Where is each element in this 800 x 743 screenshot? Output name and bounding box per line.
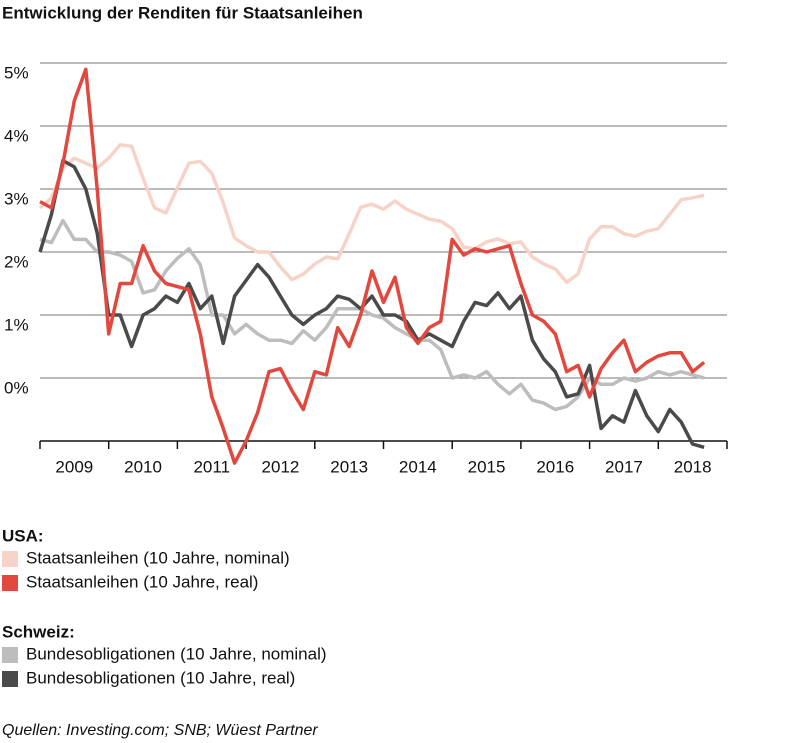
- x-tick-label: 2017: [605, 457, 643, 476]
- x-tick-label: 2011: [193, 457, 230, 476]
- legend-title: Schweiz:: [2, 622, 75, 641]
- series-line: [39, 67, 706, 465]
- x-tick-label: 2009: [55, 457, 93, 476]
- x-tick-label: 2016: [536, 457, 574, 476]
- x-tick-label: 2013: [330, 457, 368, 476]
- x-tick-label: 2012: [262, 457, 300, 476]
- x-tick-label: 2010: [124, 457, 162, 476]
- legend-swatch: [2, 647, 18, 663]
- legend-label: Bundesobligationen (10 Jahre, nominal): [26, 644, 327, 663]
- y-tick-label: 0%: [4, 378, 29, 397]
- chart-title: Entwicklung der Renditen für Staatsanlei…: [2, 3, 363, 22]
- legend-title: USA:: [2, 526, 44, 545]
- y-tick-label: 2%: [4, 252, 29, 271]
- y-tick-label: 5%: [4, 63, 29, 82]
- x-tick-label: 2018: [674, 457, 712, 476]
- y-tick-label: 4%: [4, 126, 29, 145]
- y-tick-label: 1%: [4, 315, 29, 334]
- x-tick-label: 2015: [468, 457, 506, 476]
- legend-swatch: [2, 575, 18, 591]
- source: Quellen: Investing.com; SNB; Wüest Partn…: [2, 722, 318, 739]
- legend-label: Staatsanleihen (10 Jahre, nominal): [26, 548, 290, 567]
- legend-label: Staatsanleihen (10 Jahre, real): [26, 572, 258, 591]
- y-tick-label: 3%: [4, 189, 29, 208]
- legend-label: Bundesobligationen (10 Jahre, real): [26, 668, 295, 687]
- legend-swatch: [2, 551, 18, 567]
- x-tick-label: 2014: [399, 457, 437, 476]
- series-line: [38, 143, 705, 284]
- legend-swatch: [2, 671, 18, 687]
